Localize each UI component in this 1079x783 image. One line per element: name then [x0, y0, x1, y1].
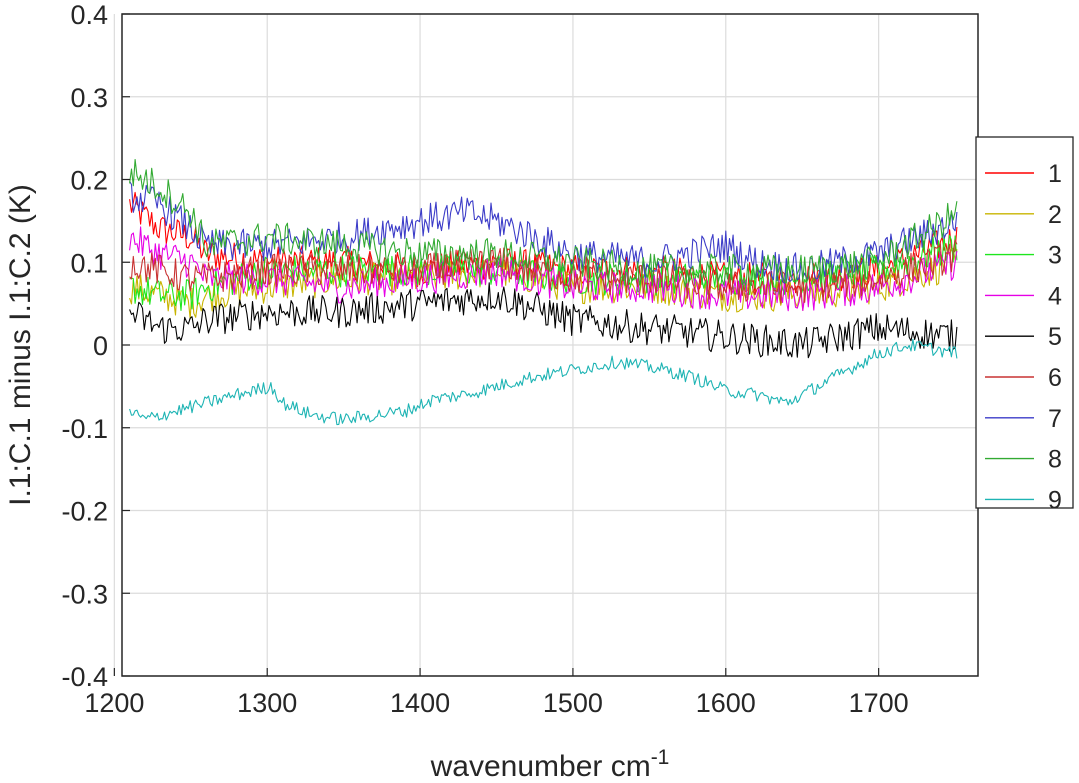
y-tick-label: 0.3	[70, 83, 108, 113]
x-tick-label: 1700	[849, 688, 909, 718]
y-tick-label: -0.3	[61, 579, 108, 609]
x-tick-label: 1300	[237, 688, 297, 718]
x-tick-label: 1600	[696, 688, 756, 718]
series-9-line	[129, 338, 958, 426]
legend-label-2: 2	[1048, 201, 1062, 229]
legend-label-6: 6	[1048, 364, 1062, 392]
y-tick-label: 0.1	[70, 248, 108, 278]
legend-label-8: 8	[1048, 446, 1062, 474]
y-axis: -0.4 -0.3 -0.2 -0.1 0 0.1 0.2 0.3 0.4	[61, 0, 130, 692]
series-8-line	[129, 158, 958, 288]
legend-label-3: 3	[1048, 242, 1062, 270]
x-tick-label: 1200	[84, 688, 144, 718]
series-2-line	[129, 248, 958, 320]
legend-label-5: 5	[1048, 323, 1062, 351]
y-tick-label: -0.2	[61, 497, 108, 527]
series-group	[129, 158, 958, 426]
x-tick-label: 1500	[543, 688, 603, 718]
series-5-line	[129, 282, 958, 359]
x-axis-label-text: wavenumber cm	[430, 750, 651, 783]
legend-label-9: 9	[1048, 486, 1062, 514]
x-tick-label: 1400	[390, 688, 450, 718]
legend-label-4: 4	[1048, 282, 1062, 310]
y-tick-label: 0.2	[70, 166, 108, 196]
series-6-line	[129, 239, 958, 304]
y-tick-label: -0.4	[61, 662, 108, 692]
series-4-line	[129, 226, 958, 312]
legend-label-1: 1	[1048, 160, 1062, 188]
legend-label-7: 7	[1048, 405, 1062, 433]
x-axis-label-superscript: -1	[651, 746, 670, 769]
y-tick-label: 0	[93, 331, 108, 361]
x-axis: 1200 1300 1400 1500 1600 1700	[84, 668, 909, 718]
y-tick-label: 0.4	[70, 0, 108, 30]
x-axis-label: wavenumber cm-1	[430, 746, 670, 783]
series-7-line	[129, 181, 958, 284]
y-axis-label: I.1:C.1 minus I.1:C.2 (K)	[4, 184, 37, 506]
legend: 1 2 3 4 5 6 7 8 9	[975, 136, 1074, 514]
y-tick-label: -0.1	[61, 414, 108, 444]
legend-box	[975, 136, 1074, 509]
